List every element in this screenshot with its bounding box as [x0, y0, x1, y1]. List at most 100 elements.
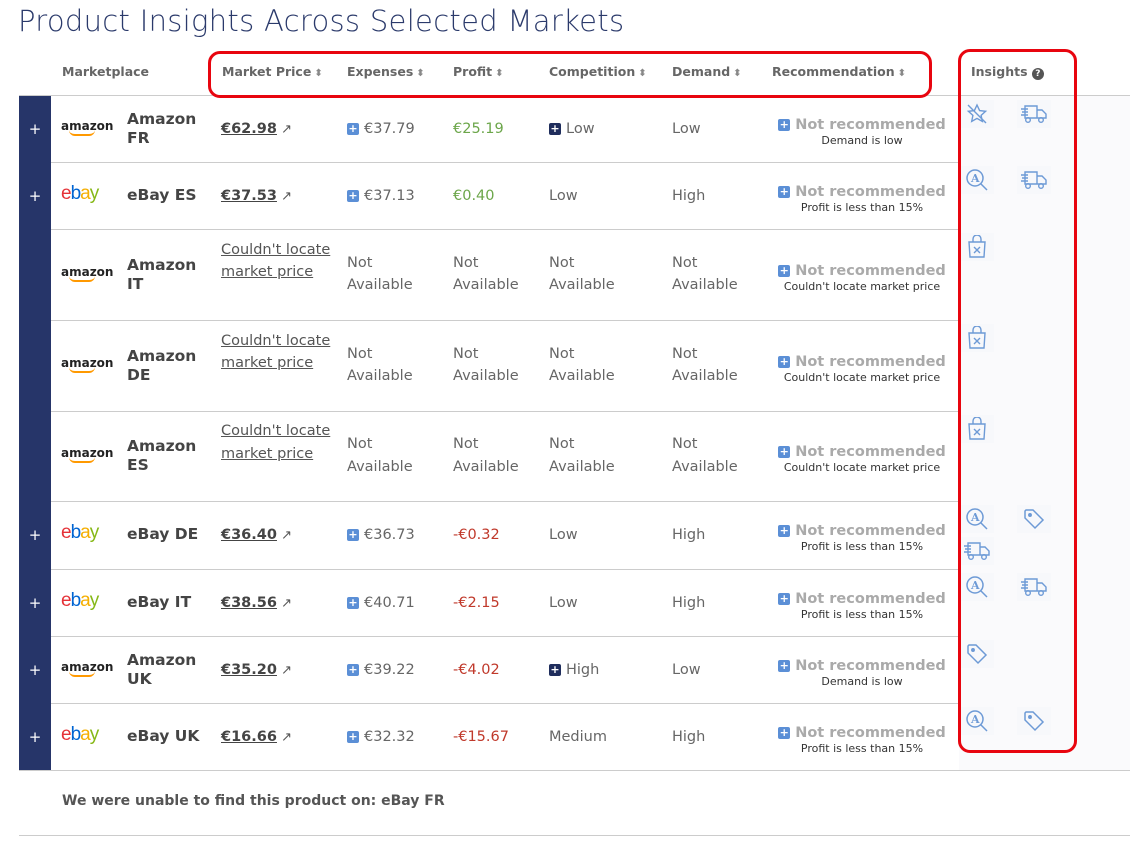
- expand-row-button[interactable]: +: [19, 636, 51, 703]
- expenses-cell: Not Available: [347, 254, 413, 294]
- demand-cell: High: [672, 527, 706, 543]
- expand-recommendation-icon[interactable]: +: [778, 118, 791, 131]
- recommendation-cell: + Not recommended Couldn't locate market p…: [777, 263, 947, 295]
- truck-icon[interactable]: [1017, 166, 1051, 194]
- profit-cell: Not Available: [453, 345, 519, 385]
- recommendation-cell: + Not recommended Couldn't locate market p…: [777, 444, 947, 476]
- table-row: amazon Amazon IT Couldn't locate market p…: [19, 229, 1130, 321]
- expand-recommendation-icon[interactable]: +: [778, 524, 791, 537]
- profit-cell: €0.40: [453, 187, 495, 204]
- market-price-unavailable: Couldn't locate market price: [221, 423, 331, 462]
- competition-cell: Medium: [549, 728, 607, 745]
- demand-cell: Low: [672, 661, 701, 678]
- amazon-logo: amazon: [61, 356, 113, 373]
- truck-icon[interactable]: [1017, 573, 1051, 601]
- sort-icon: ⬍: [495, 68, 504, 79]
- expand-recommendation-icon[interactable]: +: [778, 184, 791, 198]
- search-a-icon[interactable]: A: [960, 505, 994, 533]
- expand-expenses-icon[interactable]: +: [347, 122, 359, 135]
- competition-cell: + High: [549, 661, 600, 678]
- bag-x-icon[interactable]: [960, 415, 994, 443]
- header-competition[interactable]: Competition ⬍: [549, 64, 647, 79]
- expand-row-button[interactable]: +: [19, 501, 51, 569]
- table-row: + ebay eBay DE €36.40 ↗ + €36.73 -€0.32 Low…: [19, 501, 1130, 570]
- external-link-icon: ↗: [276, 595, 292, 611]
- expand-competition-icon[interactable]: +: [549, 662, 561, 676]
- truck-icon[interactable]: [1017, 100, 1051, 128]
- market-price-link[interactable]: €36.40 ↗: [221, 527, 292, 543]
- bottom-divider: [19, 835, 1130, 836]
- bag-x-icon[interactable]: [960, 324, 994, 352]
- expand-recommendation-icon[interactable]: +: [778, 725, 791, 739]
- expand-recommendation-icon[interactable]: +: [778, 591, 791, 605]
- bag-x-icon[interactable]: [960, 233, 994, 261]
- header-recommendation[interactable]: Recommendation ⬍: [772, 64, 906, 79]
- recommendation-reason: Profit is less than 15%: [800, 741, 924, 755]
- expand-row-button[interactable]: +: [19, 96, 51, 162]
- insights-cell: A: [959, 569, 1130, 636]
- external-link-icon: ↗: [276, 729, 292, 745]
- search-a-icon[interactable]: A: [960, 573, 994, 601]
- truck-icon[interactable]: [960, 537, 994, 565]
- marketplace-name: Amazon UK: [127, 650, 197, 688]
- market-price-link[interactable]: €38.56 ↗: [221, 594, 292, 611]
- demand-cell: High: [672, 187, 706, 204]
- insights-cell: [959, 96, 1130, 162]
- expand-expenses-icon[interactable]: +: [347, 528, 359, 541]
- tag-icon[interactable]: [960, 640, 994, 668]
- expenses-cell: + €37.79: [347, 121, 415, 137]
- recommendation-cell: + Not recommended Couldn't locate market p…: [777, 354, 947, 386]
- insights-cell: A: [959, 703, 1130, 770]
- expand-recommendation-icon[interactable]: +: [778, 658, 791, 672]
- table-row: + ebay eBay ES €37.53 ↗ + €37.13 €0.40 Low …: [19, 162, 1130, 230]
- marketplace-name: Amazon ES: [127, 437, 197, 474]
- header-expenses[interactable]: Expenses ⬍: [347, 64, 425, 79]
- amazon-logo: amazon: [61, 660, 113, 677]
- recommendation-reason: Profit is less than 15%: [800, 607, 924, 621]
- market-price-link[interactable]: €35.20 ↗: [221, 661, 292, 678]
- market-price-link[interactable]: €16.66 ↗: [221, 728, 292, 745]
- header-market-price[interactable]: Market Price ⬍: [222, 64, 323, 79]
- external-link-icon: ↗: [276, 122, 292, 137]
- recommendation-reason: Profit is less than 15%: [800, 200, 924, 214]
- search-a-icon[interactable]: A: [960, 707, 994, 735]
- expand-row-button[interactable]: +: [19, 569, 51, 636]
- star-off-icon[interactable]: [960, 100, 994, 128]
- expand-recommendation-icon[interactable]: +: [778, 263, 791, 277]
- ebay-logo: ebay: [61, 182, 99, 204]
- tag-icon[interactable]: [1017, 707, 1051, 735]
- recommendation-cell: + Not recommended Demand is low: [777, 658, 947, 690]
- table-row: + amazon Amazon UK €35.20 ↗ + €39.22 -€4.02…: [19, 636, 1130, 704]
- header-profit[interactable]: Profit ⬍: [453, 64, 504, 79]
- expand-row-button[interactable]: +: [19, 703, 51, 770]
- header-demand[interactable]: Demand ⬍: [672, 64, 742, 79]
- recommendation-cell: + Not recommended Profit is less than 15%: [777, 725, 947, 757]
- expand-competition-icon[interactable]: +: [549, 122, 561, 135]
- recommendation-status: Not recommended: [795, 183, 946, 200]
- expand-recommendation-icon[interactable]: +: [778, 354, 791, 368]
- expand-row-button[interactable]: +: [19, 162, 51, 229]
- market-price-link[interactable]: €37.53 ↗: [221, 187, 292, 204]
- competition-cell: Low: [549, 594, 578, 611]
- recommendation-status: Not recommended: [795, 353, 946, 370]
- recommendation-status: Not recommended: [795, 262, 946, 279]
- profit-cell: €25.19: [453, 121, 504, 137]
- search-a-icon[interactable]: A: [960, 166, 994, 194]
- expand-expenses-icon[interactable]: +: [347, 595, 359, 609]
- competition-cell: + Low: [549, 121, 595, 137]
- expand-expenses-icon[interactable]: +: [347, 729, 359, 743]
- tag-icon[interactable]: [1017, 505, 1051, 533]
- help-icon[interactable]: ?: [1031, 68, 1044, 80]
- ebay-logo: ebay: [61, 589, 99, 611]
- market-price-link[interactable]: €62.98 ↗: [221, 121, 292, 137]
- table-row: + ebay eBay UK €16.66 ↗ + €32.32 -€15.67 Me…: [19, 703, 1130, 771]
- expand-recommendation-icon[interactable]: +: [778, 445, 791, 458]
- table-row: + amazon Amazon FR €62.98 ↗ + €37.79 €25.19…: [19, 96, 1130, 163]
- competition-cell: Not Available: [549, 254, 615, 294]
- expand-expenses-icon[interactable]: +: [347, 188, 359, 202]
- sort-icon: ⬍: [638, 68, 647, 79]
- demand-cell: Low: [672, 121, 701, 137]
- external-link-icon: ↗: [276, 188, 292, 204]
- expand-expenses-icon[interactable]: +: [347, 662, 359, 676]
- recommendation-status: Not recommended: [795, 444, 946, 460]
